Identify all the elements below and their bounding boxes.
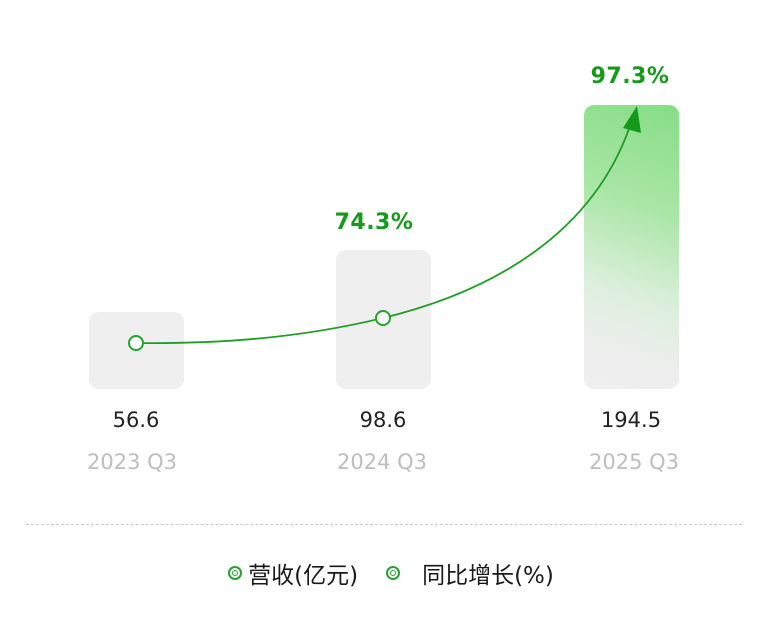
legend-label-revenue: 营收(亿元)	[248, 563, 359, 589]
category-label-2024: 2024 Q3	[336, 450, 427, 474]
category-label-2023: 2023 Q3	[86, 450, 177, 474]
divider	[26, 524, 742, 525]
legend: 营收(亿元) 同比增长(%)	[0, 556, 782, 590]
category-label-2025: 2025 Q3	[588, 450, 679, 474]
data-point-2023	[128, 335, 144, 351]
arrow-head-icon	[623, 106, 641, 133]
growth-label-2024: 74.3%	[334, 210, 414, 235]
bar-2025-q3	[584, 105, 679, 389]
value-label-2024: 98.6	[359, 408, 407, 432]
legend-item-growth: 同比增长(%)	[386, 556, 554, 590]
double-circle-icon	[386, 566, 401, 580]
value-label-2023: 56.6	[112, 408, 160, 432]
legend-item-revenue: 营收(亿元)	[228, 556, 358, 590]
data-point-2024	[375, 310, 391, 326]
legend-label-growth: 同比增长(%)	[422, 563, 554, 589]
double-circle-icon	[228, 566, 243, 580]
value-label-2025: 194.5	[600, 408, 662, 432]
growth-label-2025: 97.3%	[590, 64, 670, 89]
